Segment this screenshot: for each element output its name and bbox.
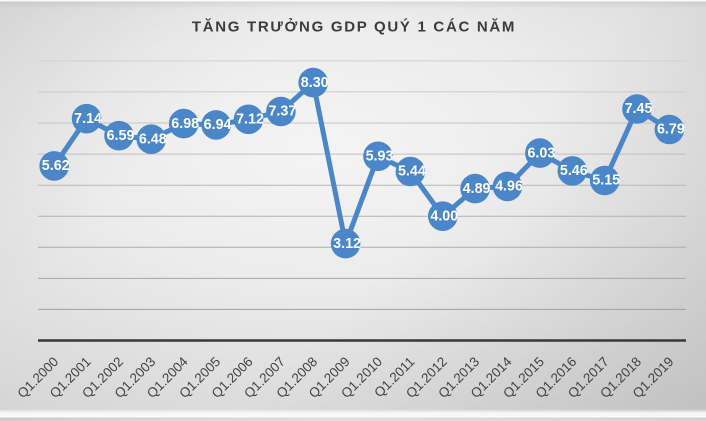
svg-text:7.12: 7.12: [236, 112, 264, 128]
svg-text:8.30: 8.30: [301, 75, 329, 91]
svg-text:6.48: 6.48: [139, 131, 167, 147]
svg-text:5.46: 5.46: [560, 163, 588, 179]
svg-text:TĂNG TRƯỞNG GDP QUÝ 1 CÁC NĂM: TĂNG TRƯỞNG GDP QUÝ 1 CÁC NĂM: [192, 17, 516, 35]
svg-text:5.62: 5.62: [42, 158, 70, 174]
svg-text:4.89: 4.89: [463, 181, 491, 197]
svg-text:5.93: 5.93: [366, 149, 394, 165]
svg-text:4.96: 4.96: [495, 179, 523, 195]
svg-text:6.98: 6.98: [171, 116, 199, 132]
svg-text:7.45: 7.45: [625, 101, 653, 117]
svg-text:7.14: 7.14: [74, 111, 102, 127]
svg-text:6.03: 6.03: [527, 145, 555, 161]
svg-text:3.12: 3.12: [333, 236, 361, 252]
svg-text:5.44: 5.44: [398, 164, 426, 180]
svg-text:6.59: 6.59: [107, 128, 135, 144]
svg-text:7.37: 7.37: [268, 104, 296, 120]
svg-text:4.00: 4.00: [430, 208, 458, 224]
svg-text:5.15: 5.15: [592, 173, 620, 189]
svg-text:6.79: 6.79: [657, 122, 685, 138]
svg-text:6.94: 6.94: [204, 117, 232, 133]
